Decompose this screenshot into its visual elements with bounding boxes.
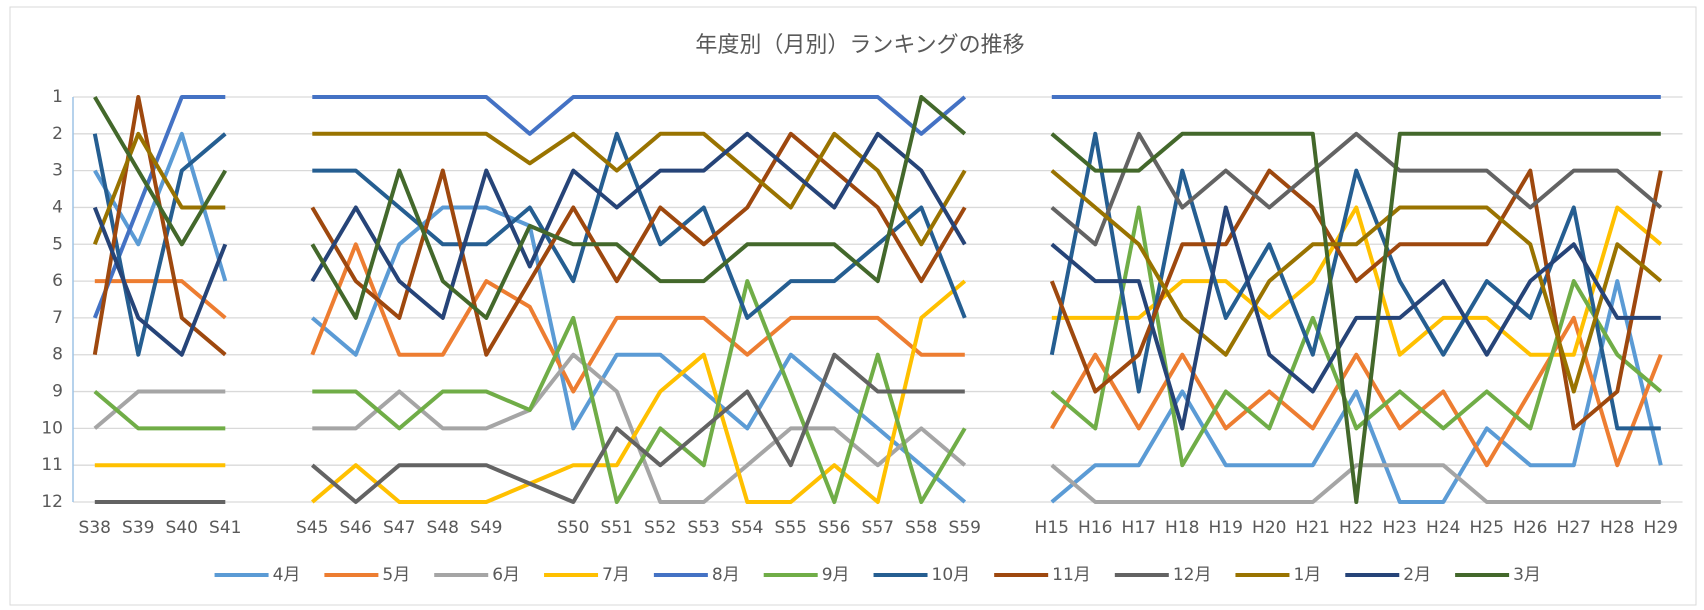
x-tick-label: H15 [1035,518,1069,538]
legend-label: 9月 [822,565,850,585]
legend-label: 4月 [273,565,301,585]
legend-label: 3月 [1513,565,1541,585]
x-tick-label: S58 [905,518,937,538]
x-tick-label: H23 [1383,518,1417,538]
x-tick-label: S50 [557,518,589,538]
x-tick-label: S38 [79,518,111,538]
legend-label: 8月 [712,565,740,585]
y-tick-label: 10 [41,418,63,438]
y-tick-label: 12 [41,492,63,512]
legend-label: 1月 [1293,565,1321,585]
x-tick-label: H26 [1513,518,1547,538]
x-tick-label: S39 [122,518,154,538]
y-tick-label: 2 [52,124,63,144]
x-tick-label: H16 [1078,518,1112,538]
x-tick-label: S40 [166,518,198,538]
legend-label: 10月 [932,565,971,585]
x-tick-label: H22 [1339,518,1373,538]
x-tick-label: S47 [383,518,415,538]
x-tick-label: S59 [949,518,981,538]
legend-label: 12月 [1173,565,1212,585]
series-line [93,95,1661,504]
x-tick-label: S45 [296,518,328,538]
x-tick-label: S55 [775,518,807,538]
x-tick-label: S56 [818,518,850,538]
legend-label: 11月 [1052,565,1091,585]
y-tick-label: 8 [52,345,63,365]
y-tick-label: 5 [52,234,63,254]
x-tick-label: H20 [1252,518,1286,538]
y-tick-label: 11 [41,455,63,475]
series-line [93,205,1663,504]
y-tick-label: 1 [52,87,63,107]
y-tick-label: 6 [52,271,63,291]
x-tick-label: H24 [1426,518,1460,538]
x-tick-label: S51 [601,518,633,538]
y-tick-label: 4 [52,197,63,217]
y-tick-label: 9 [52,382,63,402]
x-tick-label: S54 [731,518,763,538]
x-tick-label: H21 [1296,518,1330,538]
x-tick-label: H17 [1122,518,1156,538]
x-tick-label: S48 [427,518,459,538]
x-tick-label: H27 [1557,518,1591,538]
series-line [92,131,1661,431]
chart-title: 年度別（月別）ランキングの推移 [695,33,1024,58]
x-tick-label: S52 [644,518,676,538]
x-tick-label: H29 [1644,518,1678,538]
x-tick-label: S41 [209,518,241,538]
y-tick-label: 7 [52,308,63,328]
x-tick-label: S53 [688,518,720,538]
x-tick-label: S46 [340,518,372,538]
y-tick-label: 3 [52,161,63,181]
legend-label: 7月 [602,565,630,585]
legend-label: 6月 [492,565,520,585]
x-tick-label: H28 [1600,518,1634,538]
x-tick-label: H25 [1470,518,1504,538]
x-tick-label: S57 [862,518,894,538]
legend: 4月 5月 6月 7月 8月 9月 10月 11月 12月 1月 2月 3月 [214,565,1541,585]
x-tick-label: H18 [1165,518,1199,538]
x-tick-label: S49 [470,518,502,538]
legend-label: 5月 [382,565,410,585]
legend-label: 2月 [1403,565,1431,585]
series-line [94,205,1663,504]
x-tick-label: H19 [1209,518,1243,538]
